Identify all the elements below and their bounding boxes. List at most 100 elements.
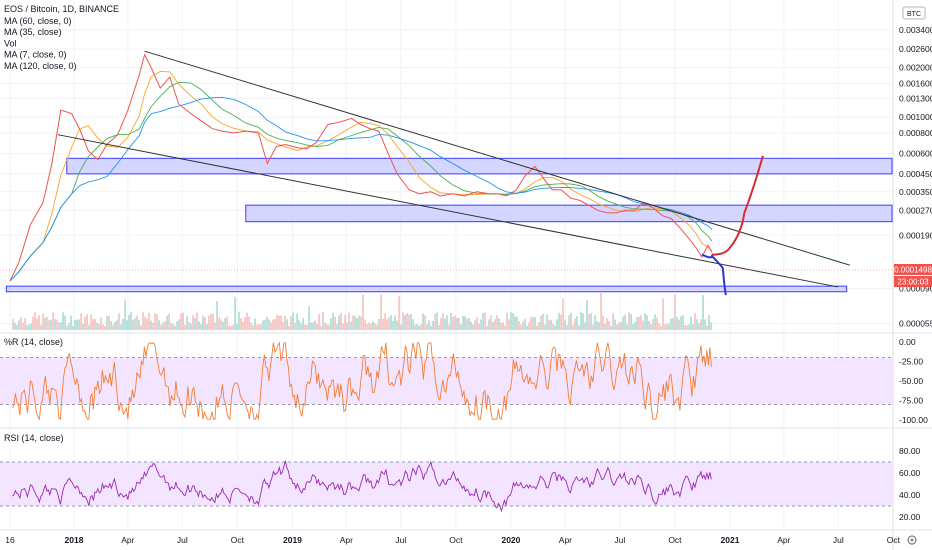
oscillator-line — [11, 341, 712, 421]
oscillator-tick-label: -50.00 — [899, 376, 923, 386]
volume-bar — [566, 324, 568, 330]
volume-bar — [182, 312, 184, 330]
bearish-projection-path[interactable] — [701, 253, 727, 296]
volume-bar — [224, 318, 226, 330]
rsi-pane[interactable] — [0, 460, 893, 513]
volume-bar — [568, 315, 570, 330]
legend-entry[interactable]: Vol — [4, 38, 17, 48]
price-pane[interactable] — [5, 50, 893, 330]
volume-bar — [452, 316, 454, 330]
volume-bar — [68, 322, 70, 330]
volume-bar — [266, 316, 268, 330]
volume-bar — [484, 312, 486, 330]
volume-bar — [28, 324, 30, 330]
volume-bar — [586, 300, 588, 330]
volume-bar — [44, 317, 46, 330]
volume-bar — [670, 318, 672, 330]
bullish-projection-path[interactable] — [712, 155, 764, 256]
volume-bar — [190, 323, 192, 330]
volume-bar — [514, 316, 516, 330]
time-axis[interactable]: 16 2018 Apr Jul Oct 2019 Apr Jul Oct 2020 Apr Jul Oc… — [5, 535, 900, 545]
channel-trendline[interactable] — [57, 134, 838, 288]
currency-badge-label: BTC — [907, 11, 921, 18]
volume-bar — [652, 319, 654, 330]
zone-box[interactable] — [66, 157, 893, 175]
legend-entry[interactable]: MA (60, close, 0) — [4, 16, 72, 26]
volume-bar — [278, 315, 280, 330]
volume-bar — [174, 325, 176, 330]
oscillator-tick-label: 20.00 — [899, 512, 921, 522]
volume-bar — [632, 323, 634, 330]
volume-bar — [380, 294, 382, 330]
price-projections[interactable] — [701, 155, 764, 296]
volume-bar — [62, 312, 64, 330]
zone-box[interactable] — [245, 204, 893, 223]
channel-trendlines[interactable] — [57, 50, 850, 288]
volume-bar — [238, 312, 240, 330]
volume-bar — [524, 318, 526, 330]
volume-bar — [298, 320, 300, 330]
volume-bar — [50, 320, 52, 330]
volume-bar — [216, 301, 218, 330]
williams-r-label[interactable]: %R (14, close) — [4, 337, 63, 347]
time-tick-label: Oct — [231, 535, 245, 545]
volume-bar — [312, 322, 314, 330]
volume-bar — [284, 315, 286, 330]
legend-entry[interactable]: MA (7, close, 0) — [4, 50, 67, 60]
volume-bar — [448, 324, 450, 330]
volume-bar — [664, 324, 666, 330]
volume-bar — [570, 312, 572, 330]
rsi-label[interactable]: RSI (14, close) — [4, 433, 64, 443]
volume-bar — [180, 313, 182, 330]
volume-bar — [218, 317, 220, 330]
volume-bar — [188, 322, 190, 330]
volume-bar — [392, 321, 394, 330]
volume-bar — [264, 319, 266, 330]
support-resistance-zones[interactable] — [5, 157, 893, 293]
volume-bar — [390, 314, 392, 330]
volume-bar — [692, 324, 694, 330]
time-tick-label: Apr — [121, 535, 134, 545]
volume-bar — [678, 319, 680, 330]
volume-bar — [48, 319, 50, 330]
legend-entry[interactable]: MA (120, close, 0) — [4, 61, 77, 71]
volume-bar — [686, 325, 688, 330]
volume-bar — [550, 320, 552, 330]
volume-bar — [26, 325, 28, 330]
zone-box[interactable] — [5, 285, 848, 293]
volume-bar — [560, 314, 562, 330]
volume-bar — [406, 313, 408, 330]
volume-bar — [616, 324, 618, 330]
williams-r-axis: 0.00 -25.00 -50.00 -75.00 -100.00 — [899, 337, 928, 425]
volume-bar — [308, 305, 310, 330]
volume-bar — [628, 312, 630, 330]
legend-entry[interactable]: MA (35, close) — [4, 27, 62, 37]
channel-trendline[interactable] — [144, 50, 850, 266]
volume-bar — [78, 319, 80, 330]
volume-bar — [112, 324, 114, 330]
volume-bar — [274, 319, 276, 330]
volume-bar — [64, 315, 66, 330]
oscillator-tick-label: 60.00 — [899, 468, 921, 478]
volume-bar — [446, 315, 448, 330]
volume-bar — [382, 318, 384, 330]
volume-bar — [366, 323, 368, 330]
volume-bar — [592, 324, 594, 330]
indicator-legend[interactable]: MA (60, close, 0)MA (35, close)Vol MA (7,… — [4, 16, 77, 71]
volume-bar — [668, 323, 670, 330]
volume-bars — [12, 293, 712, 330]
volume-bar — [318, 313, 320, 330]
oscillator-tick-label: -75.00 — [899, 396, 923, 406]
volume-bar — [676, 316, 678, 330]
volume-bar — [684, 324, 686, 330]
volume-bar — [128, 314, 130, 330]
time-tick-label: 2021 — [721, 535, 740, 545]
volume-bar — [336, 324, 338, 330]
volume-bar — [600, 293, 602, 330]
settings-gear-icon[interactable] — [907, 535, 917, 545]
currency-badge[interactable] — [902, 6, 926, 20]
price-axis[interactable]: 0.0034000 0.0026000 0.0020000 0.0016000 0.00… — [899, 25, 932, 329]
williams-r-pane[interactable] — [0, 341, 893, 421]
volume-bar — [194, 317, 196, 330]
